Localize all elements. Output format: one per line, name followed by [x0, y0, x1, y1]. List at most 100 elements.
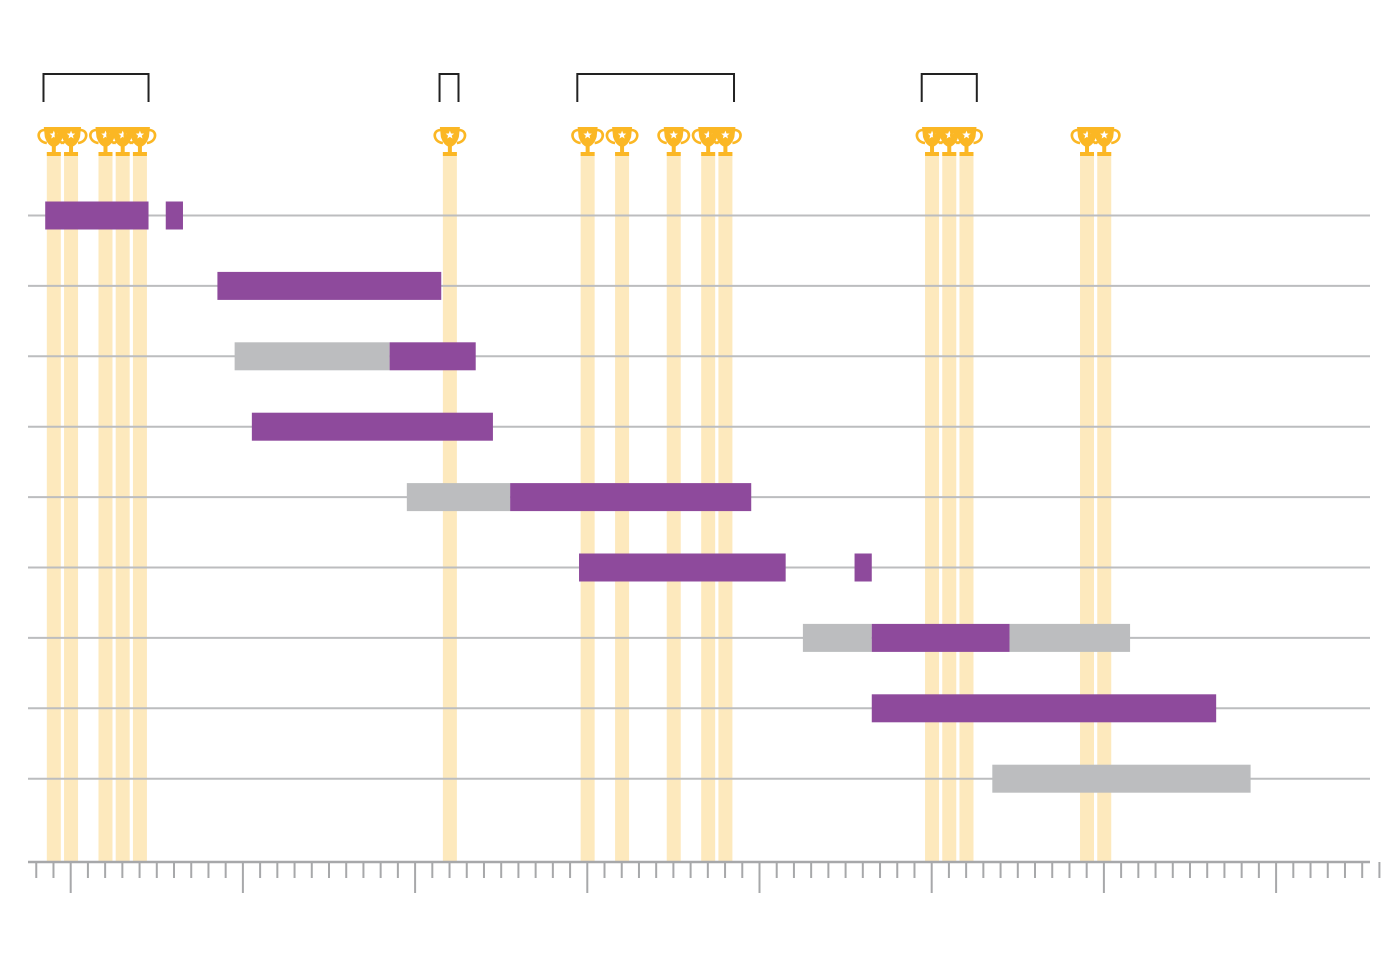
trophy-stem — [706, 146, 711, 152]
trophy-star — [927, 130, 937, 139]
x-axis — [28, 860, 1381, 893]
trophy-base — [1097, 152, 1112, 156]
trophy-band — [1080, 152, 1095, 862]
trophy-star — [669, 130, 678, 139]
trophy-stem — [671, 146, 676, 152]
trophy-handle — [1070, 128, 1081, 145]
active-bar — [871, 694, 1217, 723]
trophy-icon — [571, 127, 605, 156]
trophy-star — [66, 130, 76, 139]
trophy-base — [666, 152, 681, 156]
trophy-base — [580, 152, 595, 156]
inactive-bar — [1009, 623, 1131, 652]
trophy-stem — [103, 146, 108, 152]
trophy-cup — [663, 127, 684, 147]
trophy-handle — [657, 128, 668, 145]
trophy-star — [1100, 130, 1109, 139]
trophy-handle — [89, 128, 99, 145]
active-bar — [217, 271, 442, 300]
trophy-stem — [723, 146, 728, 152]
trophy-band — [98, 152, 113, 862]
trophy-base — [442, 152, 457, 156]
trophy-band — [64, 152, 79, 862]
bracket — [438, 73, 460, 102]
trophy-base — [98, 152, 113, 156]
trophy-icon — [123, 127, 157, 156]
trophy-icon — [1087, 127, 1121, 156]
trophy-star — [704, 130, 713, 139]
trophy-star — [101, 130, 110, 139]
trophy-base — [942, 152, 957, 156]
trophy-stem — [620, 146, 625, 152]
trophy-stem — [1085, 146, 1090, 152]
gridlines — [28, 214, 1370, 780]
trophy-band — [115, 152, 130, 862]
trophy-stem — [930, 146, 935, 152]
trophy-handle — [708, 128, 719, 145]
trophy-handle — [37, 128, 48, 145]
trophy-band — [46, 152, 61, 862]
active-bar — [871, 623, 1010, 652]
trophy-handle — [123, 128, 134, 145]
active-bar — [579, 553, 786, 582]
trophy-stem — [137, 146, 142, 152]
trophy-cup — [61, 127, 82, 147]
trophy-icon — [605, 127, 639, 156]
trophy-cup — [129, 127, 150, 147]
trophy-handle — [1110, 128, 1121, 145]
trophy-base — [115, 152, 130, 156]
trophy-stem — [447, 146, 452, 152]
trophy-base — [46, 152, 61, 156]
brackets — [42, 73, 978, 102]
trophy-stem — [585, 146, 590, 152]
trophy-star — [721, 130, 730, 139]
trophy-star — [49, 130, 58, 139]
trophy-base — [615, 152, 630, 156]
trophy-cup — [577, 127, 598, 147]
trophy-icon — [433, 127, 467, 156]
active-bar — [510, 483, 752, 512]
trophy-handle — [594, 128, 605, 145]
trophy-stem — [1102, 146, 1107, 152]
bars — [45, 201, 1251, 793]
bracket — [576, 73, 736, 102]
inactive-bar — [802, 623, 872, 652]
trophy-band — [132, 152, 147, 862]
trophy-handle — [1087, 128, 1098, 145]
trophy-base — [1080, 152, 1095, 156]
trophy-band — [942, 152, 957, 862]
trophy-star — [583, 130, 592, 139]
trophy-base — [64, 152, 79, 156]
trophy-star — [118, 130, 127, 139]
inactive-bar — [992, 764, 1251, 793]
trophy-handle — [571, 128, 581, 145]
inactive-bar — [406, 483, 511, 512]
trophy-star — [617, 130, 627, 139]
trophy-star — [962, 130, 971, 139]
trophy-handle — [605, 128, 616, 145]
active-bar — [251, 412, 493, 441]
trophy-star — [135, 130, 145, 139]
trophy-base — [925, 152, 940, 156]
trophy-cup — [715, 127, 736, 147]
trophy-handle — [456, 128, 467, 145]
bracket — [42, 73, 150, 102]
trophy-handle — [54, 128, 65, 145]
active-bar — [389, 342, 476, 371]
trophy-icon — [708, 127, 742, 156]
active-bar — [854, 553, 872, 582]
trophy-star — [1082, 130, 1092, 139]
trophy-handle — [973, 128, 983, 145]
active-bar — [165, 201, 183, 230]
trophies — [37, 127, 1121, 156]
trophy-handle — [146, 128, 157, 145]
trophy-stem — [69, 146, 74, 152]
trophy-cup — [1094, 127, 1115, 147]
trophy-handle — [680, 128, 691, 145]
trophy-base — [701, 152, 716, 156]
trophy-stem — [120, 146, 125, 152]
trophy-base — [132, 152, 147, 156]
trophy-cup — [956, 127, 977, 147]
